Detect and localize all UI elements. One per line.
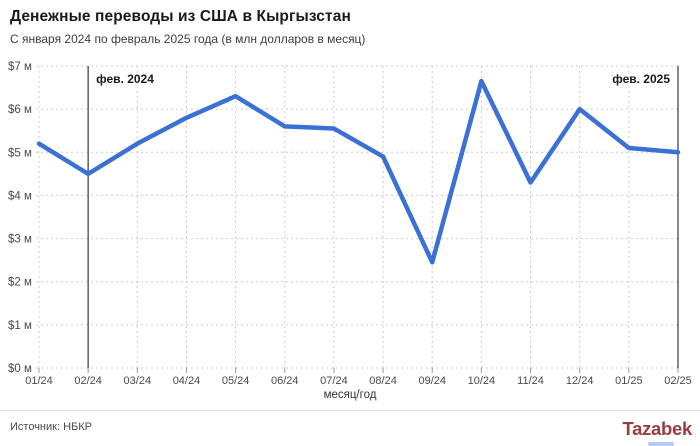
page-title: Денежные переводы из США в Кыргызстан xyxy=(10,8,351,25)
x-tick-label: 01/24 xyxy=(25,375,53,387)
x-tick-label: 11/24 xyxy=(517,375,544,387)
x-tick-label: 04/24 xyxy=(173,375,201,387)
x-tick-label: 07/24 xyxy=(320,375,348,387)
annotation-label: фев. 2024 xyxy=(96,72,154,86)
data-line-series xyxy=(36,78,681,265)
x-tick-label: 08/24 xyxy=(369,375,397,387)
x-tick-label: 01/25 xyxy=(615,375,643,387)
tazabek-logo[interactable]: Tazabek xyxy=(622,418,692,439)
logo-accent-bar xyxy=(648,442,674,446)
line-chart: $0 м $1 м $2 м $3 м $4 м $5 м $6 м $7 м 01/24 02/… xyxy=(8,61,692,387)
y-tick-label: $2 м xyxy=(8,277,32,289)
x-tick-label: 09/24 xyxy=(418,375,446,387)
y-tick-label: $6 м xyxy=(8,104,32,116)
y-tick-label: $4 м xyxy=(8,190,32,202)
y-tick-label: $7 м xyxy=(8,61,32,73)
annotation-label: фев. 2025 xyxy=(612,72,670,86)
footer-divider xyxy=(0,410,700,411)
x-tick-label: 12/24 xyxy=(566,375,594,387)
x-tick-label: 02/25 xyxy=(664,375,692,387)
page-subtitle: С января 2024 по февраль 2025 года (в мл… xyxy=(10,32,366,46)
x-tick-label: 03/24 xyxy=(124,375,152,387)
y-tick-label: $0 м xyxy=(8,363,32,375)
y-tick-label: $5 м xyxy=(8,147,32,159)
x-tick-label: 02/24 xyxy=(74,375,102,387)
x-tick-label: 05/24 xyxy=(222,375,250,387)
x-tick-label: 06/24 xyxy=(271,375,299,387)
x-axis-title: месяц/год xyxy=(323,389,377,401)
y-tick-label: $3 м xyxy=(8,234,32,246)
y-tick-label: $1 м xyxy=(8,320,32,332)
source-label: Источник: НБКР xyxy=(10,421,92,433)
x-tick-label: 10/24 xyxy=(468,375,496,387)
